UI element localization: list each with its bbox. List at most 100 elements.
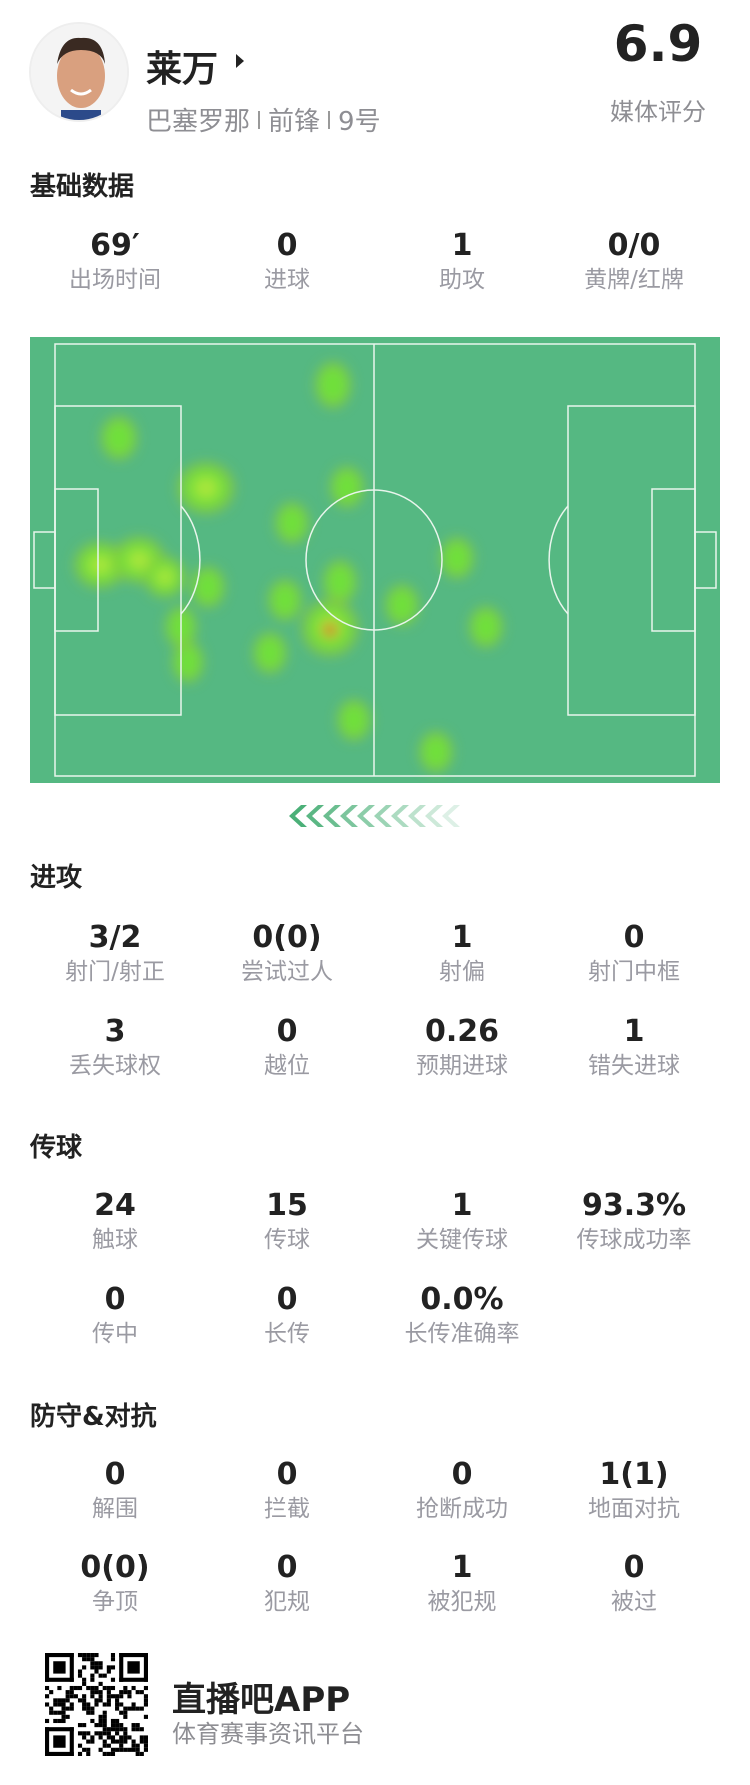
chevron-left-icon — [374, 805, 392, 827]
stat-item: 0 进球 — [201, 229, 373, 295]
stat-value: 1 — [451, 1188, 473, 1223]
stat-item: 0 抢断成功 — [376, 1458, 548, 1524]
stat-value: 0 — [623, 920, 645, 955]
section-title: 防守&对抗 — [30, 1402, 157, 1432]
stat-value: 0 — [276, 1550, 298, 1585]
chevron-left-icon — [408, 805, 426, 827]
stat-item: 3 丢失球权 — [29, 1015, 201, 1081]
brand-tagline: 体育赛事资讯平台 — [172, 1720, 364, 1748]
stat-value: 1 — [451, 1550, 473, 1585]
stat-item: 24 触球 — [29, 1189, 201, 1255]
chevron-left-icon — [425, 805, 443, 827]
chevron-left-icon — [306, 805, 324, 827]
stat-item: 1 射偏 — [376, 921, 548, 987]
stat-label: 越位 — [264, 1053, 310, 1079]
player-name[interactable]: 莱万 — [146, 49, 219, 90]
brand-name: 直播吧APP — [172, 1680, 351, 1720]
stat-label: 拦截 — [264, 1496, 310, 1522]
heat-spot — [156, 568, 174, 586]
stat-label: 传球 — [264, 1227, 310, 1253]
heat-spot — [444, 542, 470, 574]
stat-label: 地面对抗 — [588, 1496, 680, 1522]
attack-direction-arrows — [289, 805, 460, 827]
stat-item: 0.0% 长传准确率 — [376, 1283, 548, 1349]
pitch-lines — [33, 343, 717, 777]
heat-spot — [327, 565, 353, 599]
stat-label: 关键传球 — [416, 1227, 508, 1253]
stat-item: 0(0) 尝试过人 — [201, 921, 373, 987]
stat-label: 进球 — [264, 267, 310, 293]
media-rating-label: 媒体评分 — [610, 98, 706, 126]
chevron-left-icon — [357, 805, 375, 827]
heat-spot — [105, 421, 133, 455]
chevron-left-icon — [391, 805, 409, 827]
stat-value: 1 — [623, 1014, 645, 1049]
stat-label: 丢失球权 — [69, 1053, 161, 1079]
stat-label: 预期进球 — [416, 1053, 508, 1079]
stat-item: 15 传球 — [201, 1189, 373, 1255]
stat-item: 0 被过 — [548, 1551, 720, 1617]
heat-spot — [257, 637, 283, 669]
stat-label: 解围 — [92, 1496, 138, 1522]
stat-value: 1 — [451, 920, 473, 955]
chevron-left-icon — [323, 805, 341, 827]
stat-label: 黄牌/红牌 — [584, 267, 684, 293]
chevron-left-icon — [442, 805, 460, 827]
stat-label: 被过 — [611, 1589, 657, 1615]
stat-value: 0/0 — [607, 228, 661, 263]
stat-item: 1 助攻 — [376, 229, 548, 295]
divider — [328, 110, 331, 129]
stat-value: 0 — [623, 1550, 645, 1585]
stat-item: 1 被犯规 — [376, 1551, 548, 1617]
section-title: 进攻 — [30, 863, 83, 893]
stat-label: 尝试过人 — [241, 959, 333, 985]
stat-item: 0 长传 — [201, 1283, 373, 1349]
player-info: 巴塞罗那 前锋 9号 — [146, 101, 381, 138]
heat-spot — [176, 646, 200, 678]
club-name: 巴塞罗那 — [146, 107, 251, 137]
heat-spot — [341, 704, 367, 736]
stat-value: 24 — [94, 1188, 136, 1223]
stat-label: 犯规 — [264, 1589, 310, 1615]
heat-spot — [89, 555, 111, 575]
heat-hotspot — [323, 623, 337, 637]
stat-item: 1 错失进球 — [548, 1015, 720, 1081]
stat-item: 1(1) 地面对抗 — [548, 1458, 720, 1524]
heat-spot — [193, 477, 219, 499]
heat-spot — [423, 736, 449, 768]
caret-right-icon[interactable] — [236, 54, 244, 68]
stat-item: 0.26 预期进球 — [376, 1015, 548, 1081]
stat-item: 0 拦截 — [201, 1458, 373, 1524]
qr-code — [45, 1653, 148, 1756]
section-title: 基础数据 — [30, 172, 135, 202]
stat-value: 93.3% — [581, 1188, 687, 1223]
stat-item: 0/0 黄牌/红牌 — [548, 229, 720, 295]
heat-spot — [195, 571, 221, 603]
heat-spot — [319, 367, 347, 403]
heatmap-pitch — [30, 337, 720, 783]
stat-item: 0(0) 争顶 — [29, 1551, 201, 1617]
stat-item: 3/2 射门/射正 — [29, 921, 201, 987]
stat-value: 3 — [104, 1014, 126, 1049]
heat-spot — [272, 584, 298, 616]
stat-item: 0 射门中框 — [548, 921, 720, 987]
stat-value: 15 — [266, 1188, 308, 1223]
stat-label: 争顶 — [92, 1589, 138, 1615]
heat-spot — [279, 507, 305, 539]
stat-value: 3/2 — [88, 920, 142, 955]
player-avatar[interactable] — [29, 22, 129, 122]
stat-value: 0(0) — [252, 920, 322, 955]
stat-value: 0 — [276, 228, 298, 263]
heatmap-layer — [74, 361, 503, 773]
player-position: 前锋 — [268, 107, 321, 137]
stat-item: 0 越位 — [201, 1015, 373, 1081]
stat-value: 0 — [104, 1282, 126, 1317]
stat-label: 触球 — [92, 1227, 138, 1253]
stat-value: 1 — [451, 228, 473, 263]
stat-value: 0 — [276, 1282, 298, 1317]
heat-spot — [389, 589, 415, 621]
stat-label: 错失进球 — [588, 1053, 680, 1079]
stat-item: 93.3% 传球成功率 — [548, 1189, 720, 1255]
player-number: 9号 — [338, 107, 381, 137]
stat-label: 传中 — [92, 1321, 138, 1347]
